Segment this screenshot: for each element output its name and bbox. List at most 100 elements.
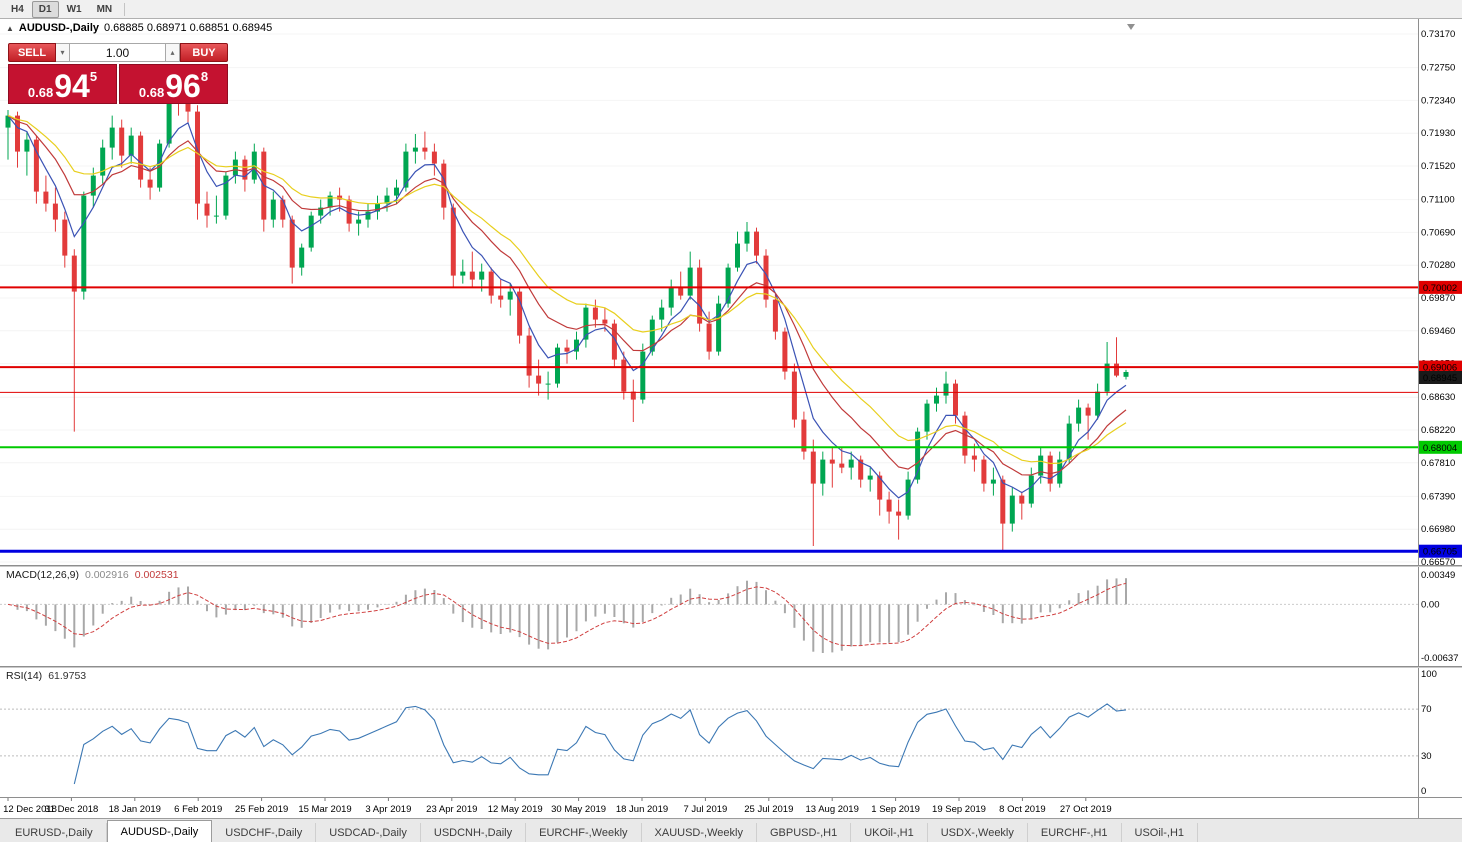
chart-symbol-title: AUDUSD-,Daily xyxy=(18,22,99,34)
svg-text:0.00349: 0.00349 xyxy=(1421,570,1455,581)
buy-price-big-digits: 96 xyxy=(165,68,201,104)
candles-layer xyxy=(5,87,1129,552)
svg-text:0.68945: 0.68945 xyxy=(1423,373,1457,384)
tab-label: XAUUSD-,Weekly xyxy=(654,826,743,839)
tab-label: EURCHF-,H1 xyxy=(1040,826,1108,839)
one-click-trading-panel: SELL ▾ ▴ BUY 0.68 94 5 0.68 96 8 xyxy=(8,43,228,104)
chart-title-line: ▲ AUDUSD-,Daily 0.68885 0.68971 0.68851 … xyxy=(6,22,272,34)
chart-shift-marker[interactable] xyxy=(1127,24,1135,30)
tab-label: GBPUSD-,H1 xyxy=(769,826,838,839)
macd-main-value: 0.002916 xyxy=(84,569,129,581)
svg-text:18 Jan 2019: 18 Jan 2019 xyxy=(109,804,161,815)
macd-signal-line xyxy=(7,582,1127,647)
svg-text:27 Oct 2019: 27 Oct 2019 xyxy=(1060,804,1112,815)
macd-panel: 0.00349 0.00 -0.00637 MACD(12,26,9) 0.0029… xyxy=(0,567,1462,666)
price-gridlines xyxy=(0,33,1418,563)
svg-text:0.66705: 0.66705 xyxy=(1423,547,1457,558)
svg-text:12 Dec 2018: 12 Dec 2018 xyxy=(3,804,57,815)
volume-increase-icon[interactable]: ▴ xyxy=(166,43,180,62)
price-line-tag xyxy=(1419,544,1462,558)
tab-label: USDCHF-,Daily xyxy=(225,826,303,839)
rsi-indicator-name: RSI(14) xyxy=(6,670,43,682)
price-line-tag xyxy=(1419,360,1462,374)
time-axis[interactable]: 12 Dec 2018 31 Dec 2018 18 Jan 2019 6 Feb 2… xyxy=(0,797,1462,818)
rsi-line xyxy=(73,703,1127,785)
sell-price-pipette: 5 xyxy=(89,69,98,84)
volume-decrease-icon[interactable]: ▾ xyxy=(56,43,70,62)
svg-text:0.71930: 0.71930 xyxy=(1421,128,1455,139)
buy-button[interactable]: BUY xyxy=(180,43,228,62)
sell-price-display[interactable]: 0.68 94 5 xyxy=(8,64,117,104)
one-click-order-row: SELL ▾ ▴ BUY xyxy=(8,43,228,62)
chart-tab-ukoil-h1[interactable]: UKOil-,H1 xyxy=(851,823,928,842)
chart-tab-usdx-weekly[interactable]: USDX-,Weekly xyxy=(928,823,1028,842)
chart-tab-audusd-daily[interactable]: AUDUSD-,Daily xyxy=(106,820,213,842)
svg-text:0.67390: 0.67390 xyxy=(1421,491,1455,502)
svg-text:0.70002: 0.70002 xyxy=(1423,283,1457,294)
svg-text:31 Dec 2018: 31 Dec 2018 xyxy=(44,804,98,815)
svg-text:6 Feb 2019: 6 Feb 2019 xyxy=(174,804,222,815)
bid-price-tag xyxy=(1419,371,1462,384)
svg-text:0.66570: 0.66570 xyxy=(1421,557,1455,565)
chart-ohlc-values: 0.68885 0.68971 0.68851 0.68945 xyxy=(104,22,273,34)
chart-tab-usdcnh-daily[interactable]: USDCNH-,Daily xyxy=(421,823,527,842)
toolbar-separator xyxy=(124,2,126,16)
chart-tab-usoil-h1[interactable]: USOil-,H1 xyxy=(1122,823,1199,842)
chart-tab-eurchf-h1[interactable]: EURCHF-,H1 xyxy=(1028,823,1122,842)
macd-histogram xyxy=(16,578,1127,653)
tab-label: USDCAD-,Daily xyxy=(329,826,407,839)
tab-label: EURCHF-,Weekly xyxy=(539,826,628,839)
price-line-tag xyxy=(1419,440,1462,454)
svg-text:0.68004: 0.68004 xyxy=(1423,443,1457,454)
rsi-label-line: RSI(14) 61.9753 xyxy=(6,670,86,682)
panel-splitter-rsi[interactable] xyxy=(0,666,1462,668)
svg-text:23 Apr 2019: 23 Apr 2019 xyxy=(426,804,477,815)
horizontal-lines-layer: 0.70002 0.69006 0.68004 0.66705 0.68945 xyxy=(0,280,1462,558)
panel-splitter-macd[interactable] xyxy=(0,565,1462,567)
svg-text:0.72750: 0.72750 xyxy=(1421,63,1455,74)
macd-indicator-chart[interactable]: 0.00349 0.00 -0.00637 xyxy=(0,567,1462,666)
timeframe-button-mn[interactable]: MN xyxy=(96,3,113,15)
svg-text:25 Jul 2019: 25 Jul 2019 xyxy=(744,804,793,815)
main-price-chart[interactable]: 0.73170 0.72750 0.72340 0.71930 0.71520 0.711… xyxy=(0,19,1462,565)
ma-line-fast xyxy=(7,115,1127,499)
ma-line-slow xyxy=(7,115,1127,465)
svg-text:0.72340: 0.72340 xyxy=(1421,95,1455,106)
timeframe-button-w1[interactable]: W1 xyxy=(66,3,82,15)
one-click-collapse-icon[interactable]: ▲ xyxy=(6,23,14,33)
tab-label: UKOil-,H1 xyxy=(864,826,914,839)
svg-text:70: 70 xyxy=(1421,704,1432,715)
volume-input[interactable] xyxy=(70,43,166,62)
tab-label: EURUSD-,Daily xyxy=(15,826,93,839)
svg-text:0: 0 xyxy=(1421,786,1426,797)
timeframe-button-h4[interactable]: H4 xyxy=(11,3,24,15)
chart-tab-bar: EURUSD-,Daily AUDUSD-,Daily USDCHF-,Daily U… xyxy=(0,818,1462,842)
main-chart-panel: 0.73170 0.72750 0.72340 0.71930 0.71520 0.711… xyxy=(0,19,1462,565)
svg-text:18 Jun 2019: 18 Jun 2019 xyxy=(616,804,668,815)
chart-tab-usdchf-daily[interactable]: USDCHF-,Daily xyxy=(212,823,317,842)
svg-text:0.70280: 0.70280 xyxy=(1421,260,1455,271)
sell-button[interactable]: SELL xyxy=(8,43,56,62)
chart-tab-eurchf-weekly[interactable]: EURCHF-,Weekly xyxy=(526,823,642,842)
svg-text:0.66980: 0.66980 xyxy=(1421,524,1455,535)
svg-text:8 Oct 2019: 8 Oct 2019 xyxy=(999,804,1045,815)
svg-text:0.67810: 0.67810 xyxy=(1421,458,1455,469)
tab-label: AUDUSD-,Daily xyxy=(120,825,199,838)
chart-tab-gbpusd-h1[interactable]: GBPUSD-,H1 xyxy=(757,823,852,842)
timeframe-button-d1[interactable]: D1 xyxy=(31,0,59,18)
one-click-price-row: 0.68 94 5 0.68 96 8 xyxy=(8,64,228,104)
chart-tab-eurusd-daily[interactable]: EURUSD-,Daily xyxy=(2,823,107,842)
svg-text:7 Jul 2019: 7 Jul 2019 xyxy=(683,804,727,815)
chart-tab-usdcad-daily[interactable]: USDCAD-,Daily xyxy=(316,823,421,842)
tab-label: USOil-,H1 xyxy=(1134,826,1185,839)
buy-price-display[interactable]: 0.68 96 8 xyxy=(119,64,228,104)
svg-text:0.69006: 0.69006 xyxy=(1423,363,1457,374)
svg-text:30: 30 xyxy=(1421,751,1432,762)
svg-text:100: 100 xyxy=(1421,669,1437,680)
svg-text:0.69870: 0.69870 xyxy=(1421,293,1455,304)
rsi-indicator-chart[interactable]: 100 70 30 0 xyxy=(0,668,1462,797)
chart-tab-xauusd-weekly[interactable]: XAUUSD-,Weekly xyxy=(642,823,757,842)
sell-price-big-digits: 94 xyxy=(54,68,90,104)
macd-signal-value: 0.002531 xyxy=(134,569,179,581)
